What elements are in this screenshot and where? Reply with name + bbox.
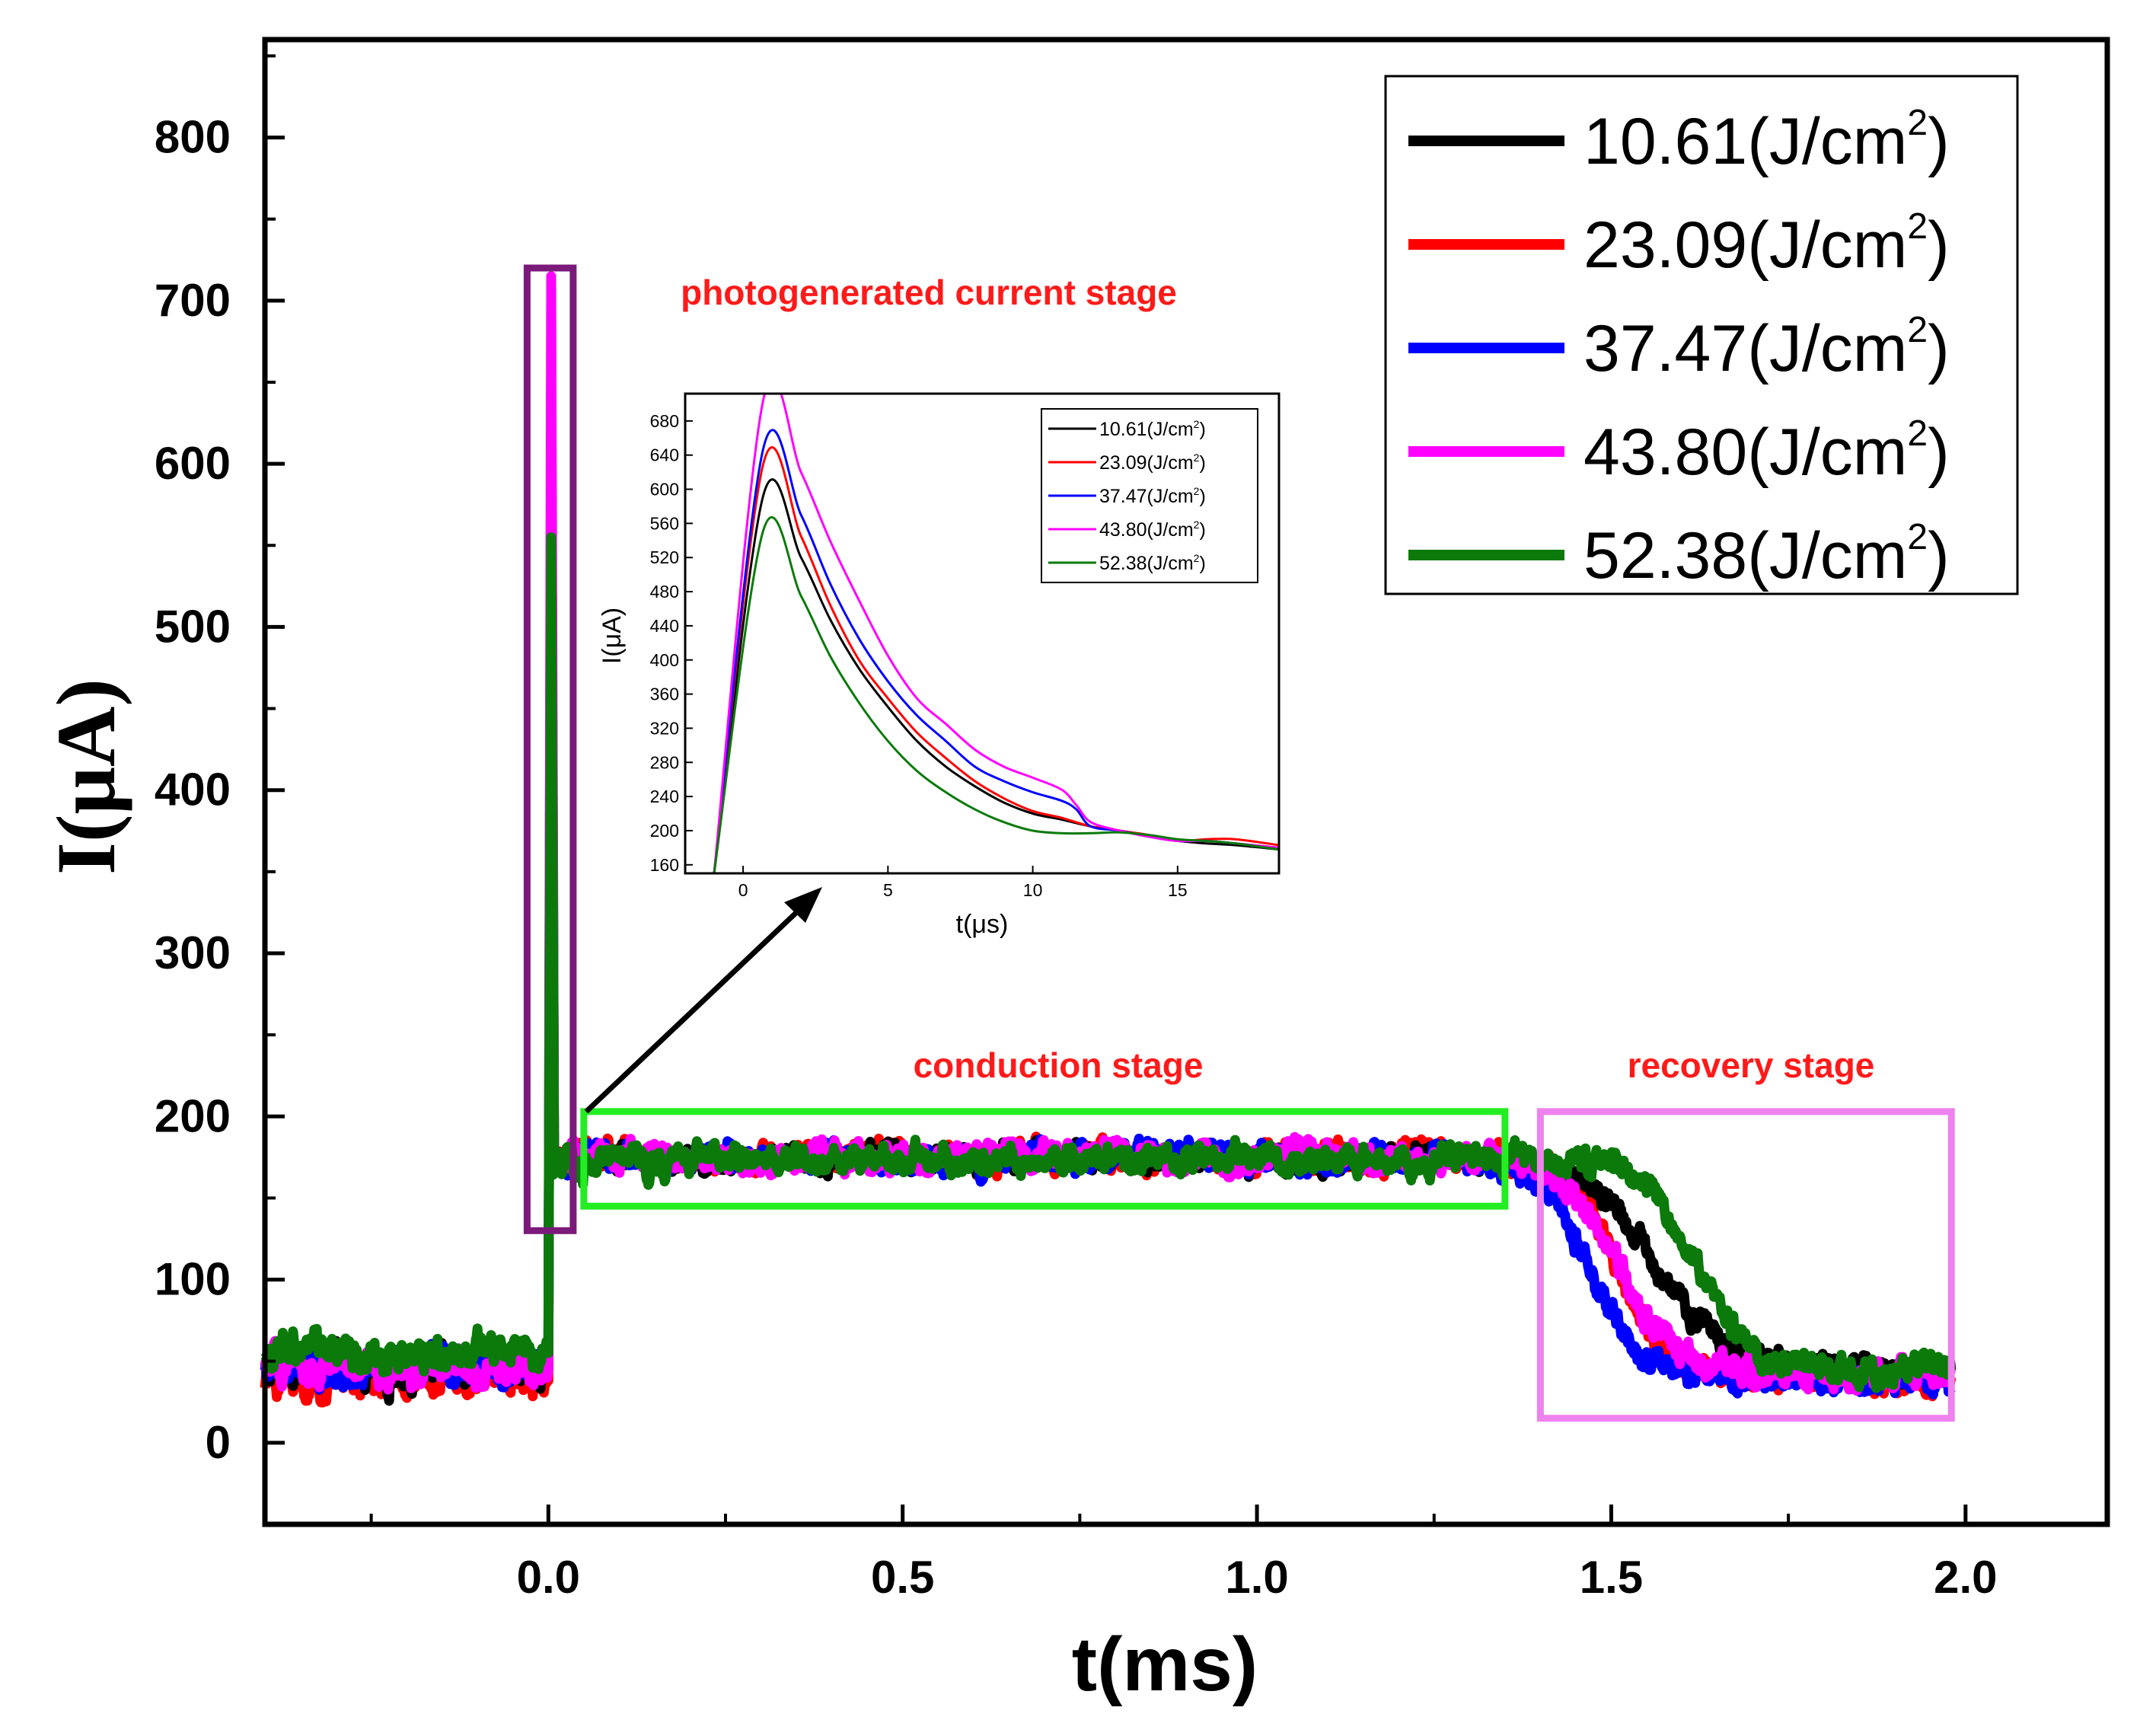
main-y-tick-label: 700: [155, 275, 231, 326]
main-series-group: [260, 271, 1957, 1408]
series-line-52.38: [260, 532, 1956, 1393]
inset-legend: 10.61(J/cm2) 23.09(J/cm2) 37.47(J/cm2) 43.8…: [1041, 408, 1258, 583]
inset-y-tick-label: 160: [650, 855, 679, 875]
main-x-tick-label: 0.5: [871, 1552, 934, 1603]
main-x-tick-label: 0.0: [517, 1552, 580, 1603]
inset-series-line-43.80: [713, 394, 1279, 873]
inset-y-tick-label: 240: [650, 787, 679, 806]
main-y-tick-label: 400: [155, 764, 231, 815]
inset-legend-label-52.38: 52.38(J/cm2): [1099, 552, 1206, 574]
main-y-tick-label: 200: [155, 1090, 231, 1141]
main-y-tick-label: 500: [155, 601, 231, 652]
annotation-recovery: recovery stage: [1628, 1045, 1875, 1085]
main-y-tick-label: 300: [155, 927, 231, 978]
main-x-tick-label: 1.0: [1225, 1552, 1288, 1603]
main-x-tick-label: 1.5: [1580, 1552, 1643, 1603]
inset-y-tick-label: 640: [650, 445, 679, 465]
legend-label-10.61: 10.61(J/cm2): [1583, 103, 1950, 178]
main-y-tick-label: 0: [206, 1417, 231, 1468]
zoom-arrow: [584, 887, 822, 1114]
inset-y-tick-label: 400: [650, 650, 679, 670]
region-photogenerated: [523, 264, 577, 1234]
inset-x-tick-label: 15: [1168, 880, 1188, 900]
inset-plot-frame: [684, 392, 1280, 875]
inset-y-tick-label: 360: [650, 685, 679, 704]
inset-x-axis-title: t(μs): [956, 910, 1009, 939]
inset-series-group: [713, 394, 1279, 873]
inset-y-tick-label: 560: [650, 513, 679, 533]
region-conduction: [580, 1108, 1509, 1210]
legend-label-37.47: 37.47(J/cm2): [1583, 310, 1950, 385]
inset-chart: 0 5 10 15 160 200 240 280 320 360 400 440 480 520 560 6…: [598, 392, 1280, 939]
main-y-tick-label: 600: [155, 438, 231, 489]
inset-y-axis-title: I(μA): [598, 608, 627, 664]
main-plot-frame: [262, 37, 2110, 1527]
annotation-conduction: conduction stage: [914, 1045, 1204, 1085]
y-axis-title: I(μA): [40, 678, 132, 875]
inset-y-tick-label: 320: [650, 718, 679, 738]
inset-y-tick-label: 200: [650, 821, 679, 841]
inset-legend-label-37.47: 37.47(J/cm2): [1099, 485, 1206, 507]
annotation-photogenerated: photogenerated current stage: [681, 273, 1177, 312]
x-axis-title: t(ms): [1072, 1622, 1258, 1707]
inset-y-tick-label: 480: [650, 582, 679, 602]
inset-ticks: 0 5 10 15 160 200 240 280 320 360 400 440 480 520 560 6…: [650, 411, 1188, 900]
main-legend: 10.61(J/cm2) 23.09(J/cm2) 37.47(J/cm2) 43.8…: [1384, 75, 2019, 595]
inset-legend-label-23.09: 23.09(J/cm2): [1099, 452, 1206, 474]
inset-x-tick-label: 5: [883, 880, 893, 900]
inset-x-tick-label: 10: [1023, 880, 1043, 900]
region-recovery: [1536, 1108, 1955, 1422]
main-x-tick-label: 2.0: [1934, 1552, 1997, 1603]
stage-regions: [523, 264, 1955, 1422]
main-y-tick-label: 800: [155, 112, 231, 163]
legend-label-23.09: 23.09(J/cm2): [1583, 206, 1950, 282]
legend-label-52.38: 52.38(J/cm2): [1583, 517, 1950, 592]
inset-y-tick-label: 680: [650, 411, 679, 431]
inset-y-tick-label: 440: [650, 616, 679, 636]
inset-y-tick-label: 600: [650, 480, 679, 499]
inset-series-line-52.38: [713, 515, 1279, 873]
inset-legend-label-10.61: 10.61(J/cm2): [1099, 418, 1206, 440]
inset-x-tick-label: 0: [738, 880, 748, 900]
main-y-tick-label: 100: [155, 1254, 231, 1305]
inset-legend-label-43.80: 43.80(J/cm2): [1099, 519, 1206, 541]
inset-y-tick-label: 280: [650, 752, 679, 772]
inset-y-tick-label: 520: [650, 547, 679, 567]
main-legend-box: [1384, 75, 2019, 595]
legend-label-43.80: 43.80(J/cm2): [1583, 413, 1950, 489]
